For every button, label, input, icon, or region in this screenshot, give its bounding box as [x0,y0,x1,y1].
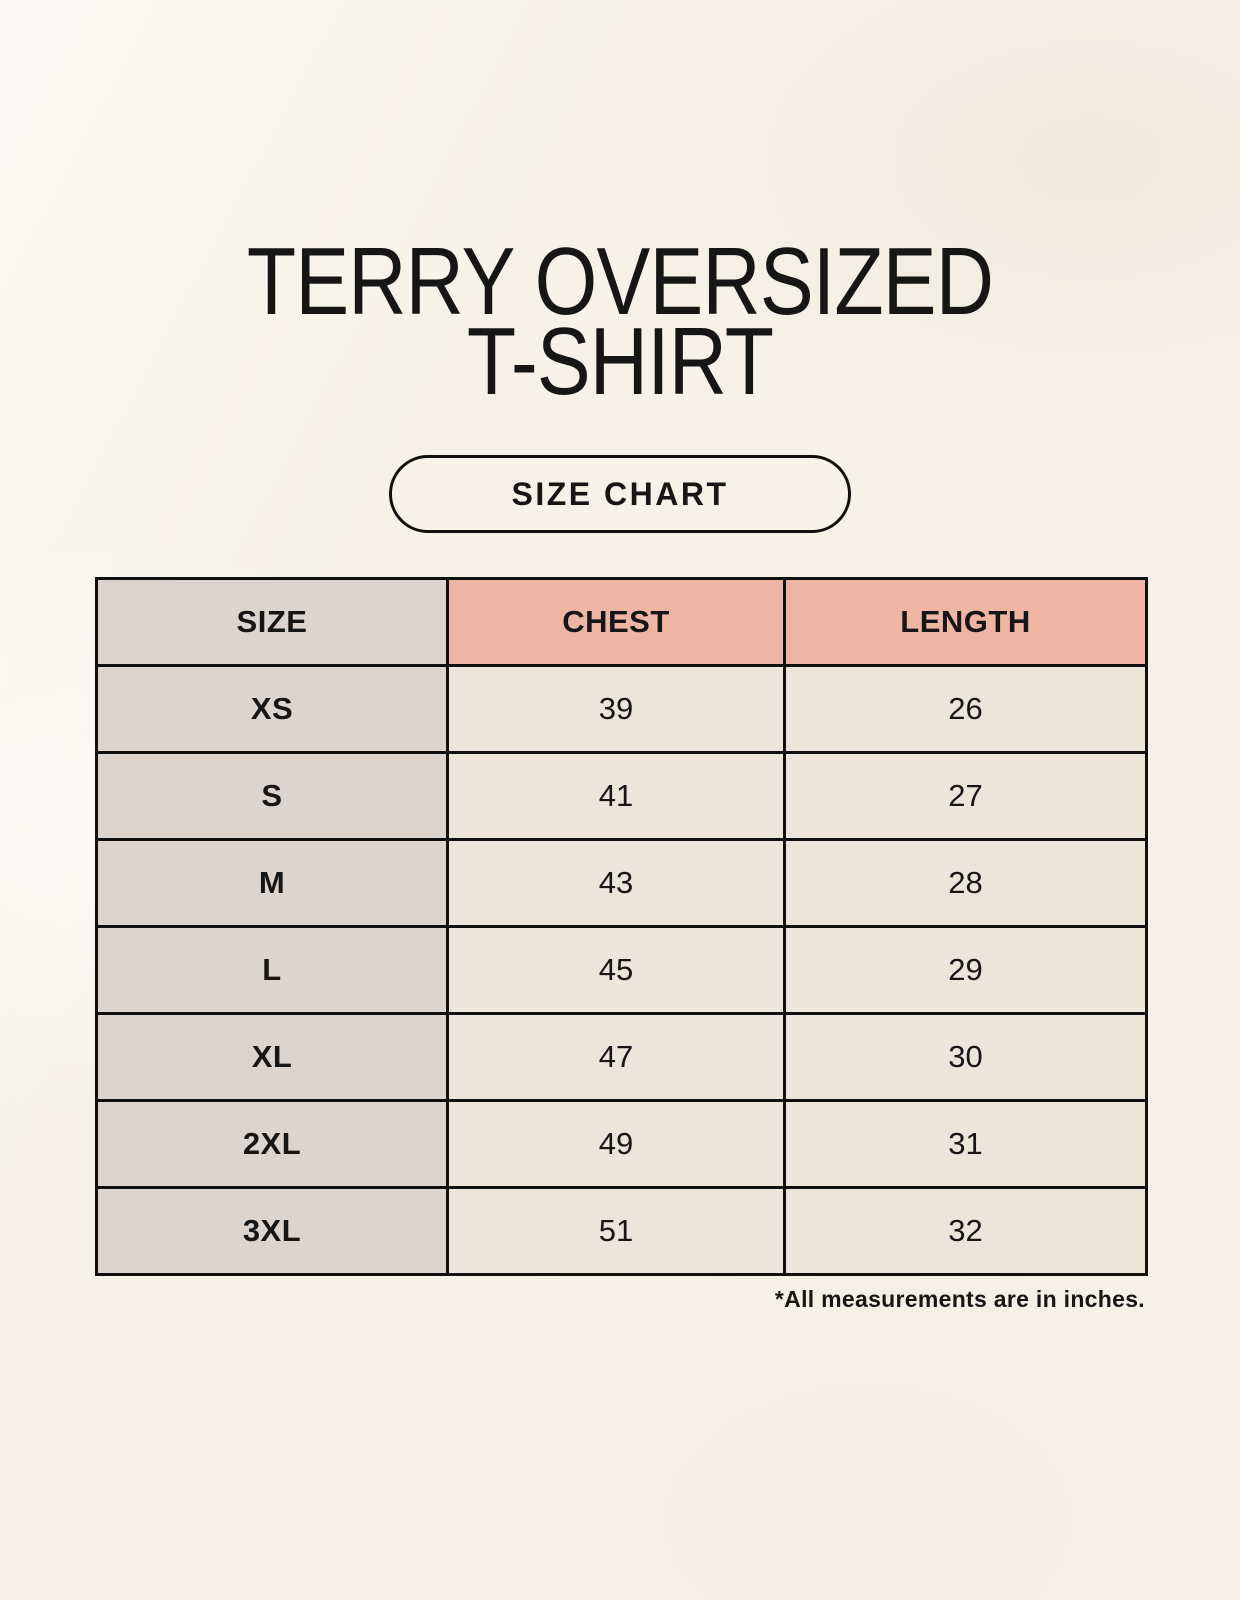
size-table: SIZE CHEST LENGTH XS 39 26 S 41 27 M 43 28 L 45 29 X… [95,577,1148,1277]
header-row: SIZE CHEST LENGTH [95,577,1148,668]
header-cell-length: LENGTH [783,577,1148,668]
table-row: XS 39 26 [95,664,1148,755]
table-row: L 45 29 [95,925,1148,1016]
length-cell: 31 [783,1099,1148,1190]
length-cell: 32 [783,1186,1148,1277]
size-cell: XS [95,664,449,755]
chest-cell: 49 [446,1099,786,1190]
table-row: 3XL 51 32 [95,1186,1148,1277]
chest-cell: 41 [446,751,786,842]
length-cell: 26 [783,664,1148,755]
chest-cell: 39 [446,664,786,755]
header-cell-chest: CHEST [446,577,786,668]
table-row: S 41 27 [95,751,1148,842]
size-cell: L [95,925,449,1016]
chest-cell: 51 [446,1186,786,1277]
size-chart-button[interactable]: SIZE CHART [389,455,851,534]
size-table-body: XS 39 26 S 41 27 M 43 28 L 45 29 XL 47 30 2XL 49 31 3XL 51 3… [95,664,1148,1277]
product-title: TERRY OVERSIZED T-SHIRT [99,228,1141,415]
title-block: TERRY OVERSIZED T-SHIRT [0,0,1240,415]
size-cell: 2XL [95,1099,449,1190]
size-table-header: SIZE CHEST LENGTH [95,577,1148,668]
chest-cell: 43 [446,838,786,929]
length-cell: 29 [783,925,1148,1016]
product-title-line-2: T-SHIRT [466,307,774,415]
size-cell: XL [95,1012,449,1103]
table-row: XL 47 30 [95,1012,1148,1103]
table-row: 2XL 49 31 [95,1099,1148,1190]
size-cell: M [95,838,449,929]
length-cell: 28 [783,838,1148,929]
header-cell-size: SIZE [95,577,449,668]
measurements-footnote: *All measurements are in inches. [774,1286,1145,1313]
length-cell: 27 [783,751,1148,842]
chest-cell: 47 [446,1012,786,1103]
size-cell: 3XL [95,1186,449,1277]
size-cell: S [95,751,449,842]
table-row: M 43 28 [95,838,1148,929]
chest-cell: 45 [446,925,786,1016]
product-title-line-1: TERRY OVERSIZED [246,228,994,335]
length-cell: 30 [783,1012,1148,1103]
